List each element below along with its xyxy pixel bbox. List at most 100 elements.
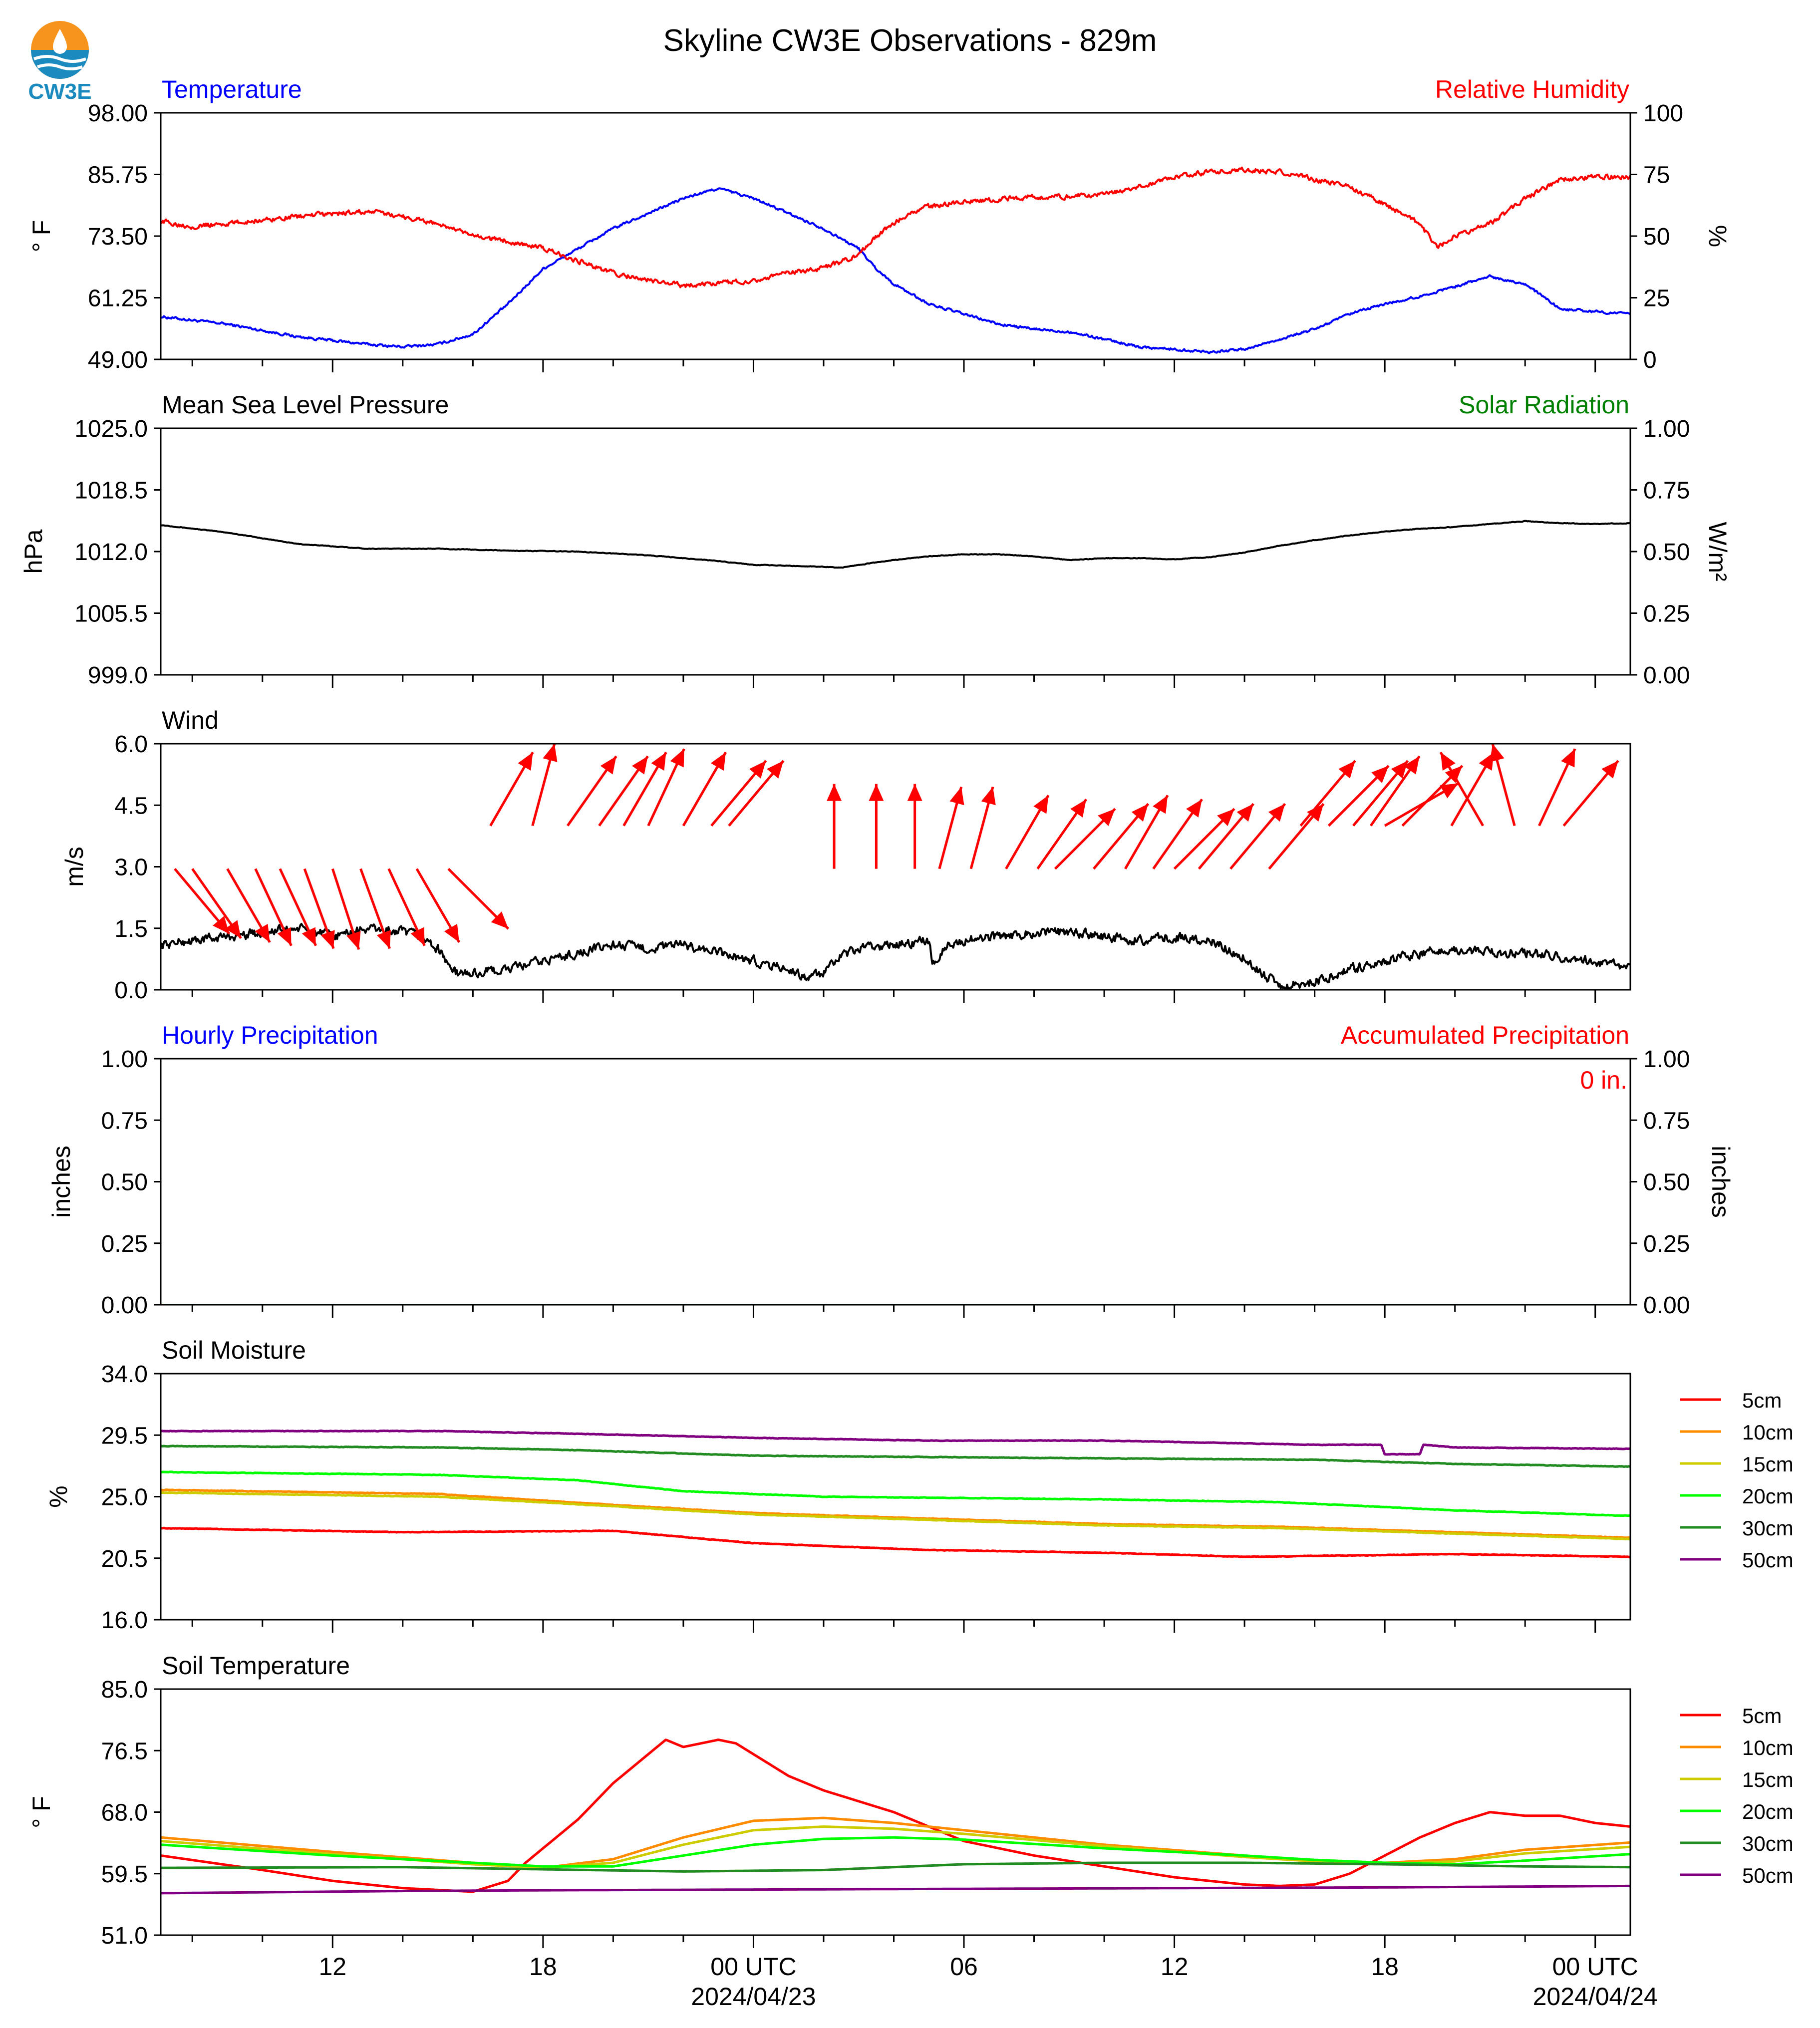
series-line-15cm bbox=[161, 1491, 1630, 1540]
x-tick-label: 18 bbox=[529, 1953, 557, 1981]
legend: 5cm 10cm 15cm 20cm 30cm 50cm bbox=[1680, 1704, 1794, 1887]
series-group bbox=[161, 166, 1630, 354]
y-right-tick-label: 0.75 bbox=[1643, 478, 1690, 504]
series-group bbox=[161, 922, 1630, 990]
wind-arrow-head bbox=[1098, 809, 1115, 827]
x-tick-label: 00 UTC bbox=[1552, 1953, 1638, 1981]
series-line-s0 bbox=[161, 922, 1630, 990]
legend-label: 15cm bbox=[1742, 1768, 1794, 1791]
y-tick-label: 999.0 bbox=[88, 662, 148, 689]
x-tick-date-label: 2024/04/23 bbox=[691, 1983, 816, 2011]
series-line-s0 bbox=[161, 187, 1630, 354]
wind-arrow-head bbox=[827, 784, 842, 801]
wind-arrow-head bbox=[1440, 783, 1459, 799]
y-tick-label: 1.00 bbox=[101, 1046, 148, 1073]
x-tick-label: 12 bbox=[1161, 1953, 1189, 1981]
y-tick-label: 59.5 bbox=[101, 1861, 148, 1888]
logo-drop-icon bbox=[53, 29, 67, 54]
logo-text: CW3E bbox=[28, 79, 91, 104]
series-line-5cm bbox=[161, 1738, 1630, 1893]
panel-left-title: Soil Temperature bbox=[162, 1652, 350, 1680]
y-right-axis-label: inches bbox=[1707, 1146, 1735, 1218]
series-line-s0 bbox=[161, 520, 1630, 569]
y-right-tick-label: 0.75 bbox=[1643, 1108, 1690, 1134]
wind-arrow-head bbox=[1403, 756, 1420, 775]
panel-precipitation: Hourly Precipitation Accumulated Precipit… bbox=[47, 1021, 1735, 1319]
wind-arrow-head bbox=[1490, 744, 1505, 762]
wind-arrows bbox=[174, 743, 1619, 950]
plot-frame bbox=[160, 743, 1631, 991]
wind-arrow-head bbox=[410, 927, 425, 946]
wind-arrow-head bbox=[670, 749, 684, 768]
series-group bbox=[161, 1429, 1630, 1558]
wind-arrow-head bbox=[302, 927, 316, 946]
y-axis-label: ° F bbox=[27, 1796, 55, 1828]
wind-arrow-head bbox=[1391, 761, 1408, 779]
plot-frame bbox=[160, 1058, 1631, 1306]
y-tick-label: 1005.5 bbox=[74, 601, 148, 627]
wind-arrow-head bbox=[1153, 795, 1168, 814]
cw3e-logo: CW3E bbox=[25, 15, 100, 105]
y-right-axis-label: % bbox=[1704, 225, 1732, 247]
y-tick-label: 51.0 bbox=[101, 1923, 148, 1949]
wind-arrow-head bbox=[1070, 799, 1087, 818]
y-tick-label: 25.0 bbox=[101, 1484, 148, 1511]
panel-wind: Wind 0.0 1.5 3.0 4.5 6.0 m/s bbox=[60, 706, 1631, 1004]
panel-left-title: Hourly Precipitation bbox=[162, 1021, 378, 1049]
series-line-50cm bbox=[161, 1884, 1630, 1895]
wind-arrow-head bbox=[225, 920, 241, 938]
y-right-tick-label: 50 bbox=[1643, 224, 1670, 250]
series-line-s1 bbox=[161, 166, 1630, 289]
y-right-tick-label: 0.25 bbox=[1643, 1231, 1690, 1257]
y-tick-label: 76.5 bbox=[101, 1738, 148, 1764]
y-right-tick-label: 0.25 bbox=[1643, 601, 1690, 627]
wind-arrow-head bbox=[1440, 752, 1456, 771]
panel-left-title: Soil Moisture bbox=[162, 1336, 306, 1364]
y-tick-label: 85.75 bbox=[88, 162, 148, 189]
y-tick-label: 85.0 bbox=[101, 1677, 148, 1703]
wind-arrow-head bbox=[981, 787, 996, 806]
y-right-tick-label: 0.50 bbox=[1643, 1169, 1690, 1196]
wind-arrow-head bbox=[277, 927, 292, 946]
series-line-5cm bbox=[161, 1526, 1630, 1558]
wind-arrow-head bbox=[1033, 795, 1049, 814]
series-line-20cm bbox=[161, 1470, 1630, 1517]
panel-left-title: Mean Sea Level Pressure bbox=[162, 391, 449, 419]
wind-arrow-head bbox=[213, 916, 230, 934]
legend-label: 50cm bbox=[1742, 1864, 1794, 1887]
legend-label: 50cm bbox=[1742, 1548, 1794, 1572]
y-tick-label: 98.00 bbox=[88, 100, 148, 127]
y-right-tick-label: 1.00 bbox=[1643, 416, 1690, 442]
y-right-tick-label: 0.50 bbox=[1643, 539, 1690, 566]
series-line-30cm bbox=[161, 1445, 1630, 1468]
y-tick-label: 68.0 bbox=[101, 1800, 148, 1826]
y-tick-label: 0.25 bbox=[101, 1231, 148, 1257]
wind-arrow-head bbox=[1307, 804, 1324, 822]
y-axis-label: % bbox=[44, 1485, 72, 1507]
wind-arrow-head bbox=[869, 784, 884, 801]
wind-arrow-head bbox=[1131, 804, 1149, 822]
wind-arrow-head bbox=[949, 787, 964, 806]
accumulated-total-label: 0 in. bbox=[1580, 1066, 1627, 1094]
panel-soil-moisture: Soil Moisture 16.0 20.5 25.0 29.5 34.0% 5cm 10c… bbox=[44, 1336, 1794, 1634]
wind-arrow-head bbox=[767, 761, 784, 779]
legend-label: 10cm bbox=[1742, 1736, 1794, 1759]
y-tick-label: 1025.0 bbox=[74, 416, 148, 442]
series-group bbox=[161, 1738, 1630, 1895]
wind-arrow-head bbox=[320, 930, 335, 949]
wind-arrow-head bbox=[710, 752, 726, 771]
wind-arrow-head bbox=[1236, 804, 1254, 822]
panel-pressure-solar: Mean Sea Level Pressure Solar Radiation 99… bbox=[19, 391, 1732, 689]
y-tick-label: 49.00 bbox=[88, 347, 148, 373]
wind-arrow-head bbox=[651, 752, 666, 771]
series-line-50cm bbox=[161, 1429, 1630, 1456]
page-title: Skyline CW3E Observations - 829m bbox=[663, 23, 1157, 58]
wind-arrow-head bbox=[1561, 749, 1575, 768]
legend-label: 5cm bbox=[1742, 1704, 1782, 1728]
wind-arrow-head bbox=[543, 744, 558, 762]
y-axis-label: m/s bbox=[60, 847, 88, 887]
legend-label: 20cm bbox=[1742, 1484, 1794, 1508]
y-tick-label: 29.5 bbox=[101, 1423, 148, 1449]
wind-arrow-head bbox=[376, 930, 391, 949]
